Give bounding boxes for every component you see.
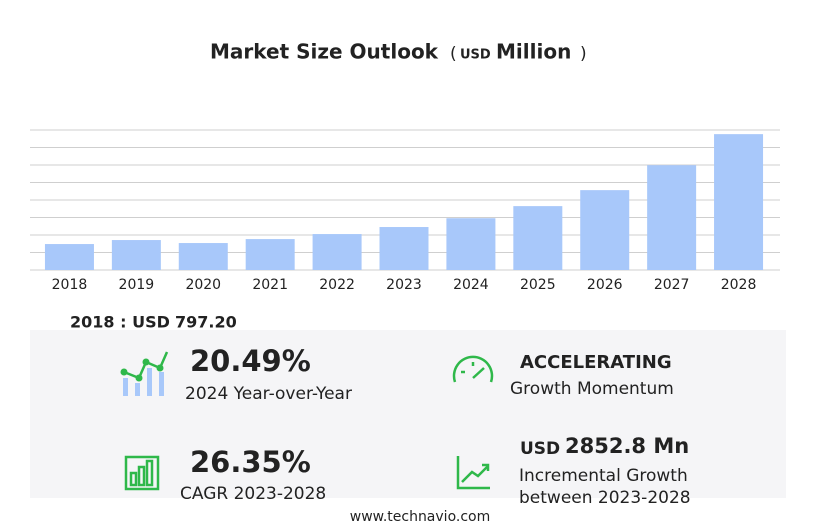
bar	[513, 206, 563, 270]
x-tick-label: 2024	[453, 277, 489, 293]
unit-close: )	[580, 44, 587, 64]
x-tick-label: 2020	[185, 277, 221, 293]
kpi-value: ACCELERATING	[520, 352, 672, 373]
unit-open: (	[450, 44, 457, 64]
x-tick-label: 2018	[52, 277, 88, 293]
summary-value: 797.20	[175, 313, 237, 332]
bar	[647, 165, 697, 270]
unit-name: Million	[496, 40, 571, 64]
bar	[379, 227, 429, 270]
bar	[245, 239, 295, 270]
x-tick-label: 2023	[386, 277, 422, 293]
x-tick-label: 2028	[721, 277, 757, 293]
x-tick-label: 2025	[520, 277, 556, 293]
bar	[178, 243, 228, 270]
summary-label: 2018 : USD	[70, 313, 170, 332]
bar	[111, 240, 161, 270]
gauge-icon	[452, 355, 494, 383]
kpi-value: 2852.8 Mn	[565, 434, 689, 458]
kpi-label: Growth Momentum	[510, 379, 674, 399]
x-tick-label: 2022	[319, 277, 355, 293]
x-tick-label: 2021	[252, 277, 288, 293]
x-tick-label: 2019	[119, 277, 155, 293]
bar	[312, 234, 362, 270]
kpi-value: 20.49%	[190, 344, 311, 378]
x-tick-label: 2027	[654, 277, 690, 293]
unit-currency: USD	[460, 48, 491, 63]
incremental-icon	[456, 456, 490, 490]
kpi-panel	[30, 330, 786, 498]
kpi-label: Incremental Growth	[519, 466, 688, 486]
kpi-value: 26.35%	[190, 445, 311, 479]
bar	[714, 134, 764, 270]
kpi-label: 2024 Year-over-Year	[185, 384, 352, 404]
bar	[44, 244, 94, 270]
x-tick-label: 2026	[587, 277, 623, 293]
kpi-label: between 2023-2028	[519, 488, 691, 508]
yoy-icon	[120, 351, 169, 396]
cagr-icon	[124, 455, 160, 491]
kpi-currency: USD	[520, 439, 560, 459]
chart-title: Market Size Outlook	[210, 40, 439, 64]
bar	[580, 190, 630, 270]
kpi-label: CAGR 2023-2028	[180, 484, 326, 504]
bar	[446, 218, 496, 270]
footer: www.technavio.com	[350, 509, 491, 525]
